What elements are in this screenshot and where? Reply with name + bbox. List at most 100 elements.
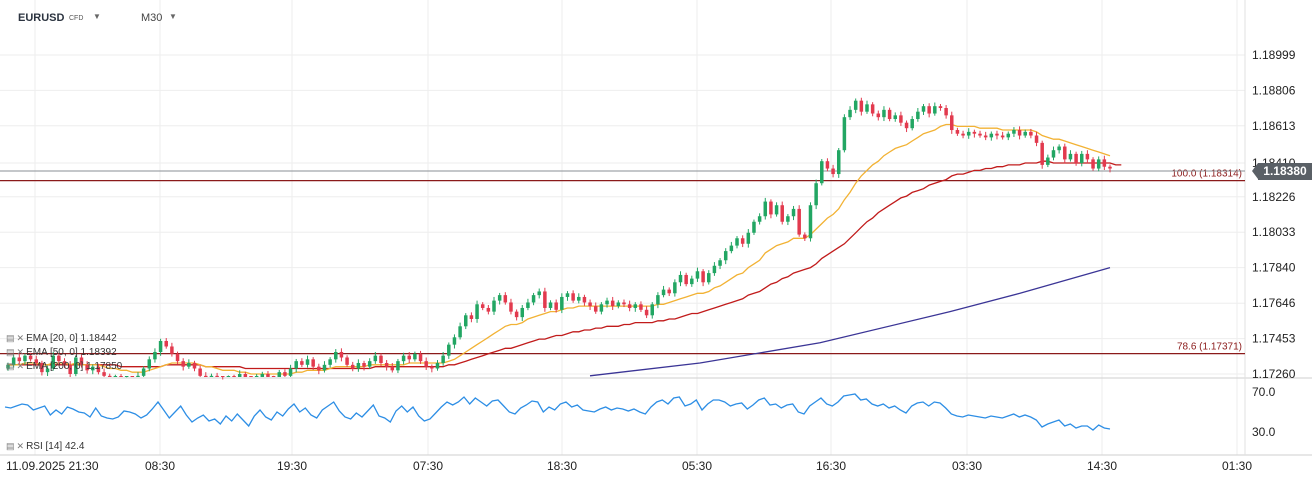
rsi-line [4,393,1111,431]
ema50-legend-text: EMA [50, 0] 1.18392 [26,347,117,358]
candle-body [526,302,530,308]
candle-body [904,122,909,129]
candle-body [893,115,898,120]
ema50-line [8,160,1122,370]
candle-body [379,355,383,363]
candle-body [74,357,78,374]
candle-body [859,100,864,112]
candle-body [34,359,39,363]
x-tick-label: 07:30 [413,459,443,473]
ema200-legend[interactable]: ▤ ✕ EMA [200, 0] 1.17850 [6,361,122,372]
candle-body [560,296,564,310]
candle-body [107,375,112,377]
candle-body [622,302,626,305]
candle-body [712,265,717,274]
remove-icon[interactable]: ✕ [16,333,25,343]
candle-body [475,304,479,319]
candle-body [870,104,875,114]
rsi-tick-label: 70.0 [1252,385,1276,399]
candle-body [944,108,948,116]
candle-body [831,168,835,175]
candle-body [220,376,225,377]
candle-body [961,133,965,136]
candle-body [735,238,739,246]
settings-icon[interactable]: ▤ [6,333,15,343]
rsi-legend[interactable]: ▤ ✕ RSI [14] 42.4 [6,441,84,452]
candle-body [723,251,728,261]
candle-body [249,376,253,377]
x-tick-label: 14:30 [1087,459,1117,473]
candle-body [921,106,926,112]
candle-body [616,302,621,307]
candle-body [1068,153,1073,160]
candle-body [294,361,298,369]
candle-body [763,201,768,217]
candle-body [509,302,513,312]
candle-body [339,351,344,358]
candle-body [345,357,349,365]
candle-body [1091,159,1095,169]
candle-body [808,205,813,239]
candle-body [124,376,129,377]
symbol-label[interactable]: EURUSD [18,12,65,24]
candle-body [757,216,762,222]
x-tick-label: 01:30 [1222,459,1252,473]
remove-icon[interactable]: ✕ [16,441,25,451]
timeframe-label[interactable]: M30 [141,12,163,24]
candle-body [633,304,638,308]
candle-body [531,295,536,303]
ema200-legend-text: EMA [200, 0] 1.17850 [26,361,123,372]
candle-body [51,355,55,369]
candle-body [407,355,411,360]
candle-body [288,368,293,376]
candle-body [1096,159,1101,169]
candle-body [1085,153,1090,160]
candle-body [673,282,677,294]
candle-body [384,362,389,367]
timeframe-dropdown-icon[interactable]: ▼ [169,12,177,21]
candle-body [565,293,570,297]
candle-body [96,366,101,373]
candle-body [995,133,999,136]
candle-body [820,161,824,184]
candle-body [283,372,287,376]
candle-body [447,344,451,356]
candle-body [492,300,496,312]
candle-body [1074,153,1078,164]
candle-body [684,274,688,285]
candle-body [237,374,242,377]
candle-body [554,302,558,310]
candle-body [1017,130,1022,136]
x-tick-label: 03:30 [952,459,982,473]
ema20-line [8,123,1111,375]
candle-body [729,245,734,252]
candle-body [62,361,67,365]
ema50-legend[interactable]: ▤ ✕ EMA [50, 0] 1.18392 [6,347,117,358]
settings-icon[interactable]: ▤ [6,361,15,371]
candle-body [718,260,722,266]
candle-body [497,295,502,301]
ema20-legend-text: EMA [20, 0] 1.18442 [26,333,117,344]
symbol-dropdown-icon[interactable]: ▼ [93,12,101,21]
candle-body [791,208,796,217]
candle-body [1029,131,1033,136]
candle-body [610,300,615,307]
x-tick-label: 19:30 [277,459,307,473]
y-tick-label: 1.18999 [1252,48,1296,62]
candle-body [464,315,468,327]
settings-icon[interactable]: ▤ [6,347,15,357]
candle-body [350,364,355,369]
candle-body [825,161,830,169]
remove-icon[interactable]: ✕ [16,361,25,371]
candle-body [277,372,282,377]
y-tick-label: 1.18226 [1252,190,1296,204]
candle-body [836,150,841,175]
candle-body [786,216,790,222]
candle-body [153,351,157,360]
ema20-legend[interactable]: ▤ ✕ EMA [20, 0] 1.18442 [6,333,117,344]
candle-body [91,366,95,371]
remove-icon[interactable]: ✕ [16,347,25,357]
settings-icon[interactable]: ▤ [6,441,15,451]
fib-level-label: 100.0 (1.18314) [1171,169,1242,180]
